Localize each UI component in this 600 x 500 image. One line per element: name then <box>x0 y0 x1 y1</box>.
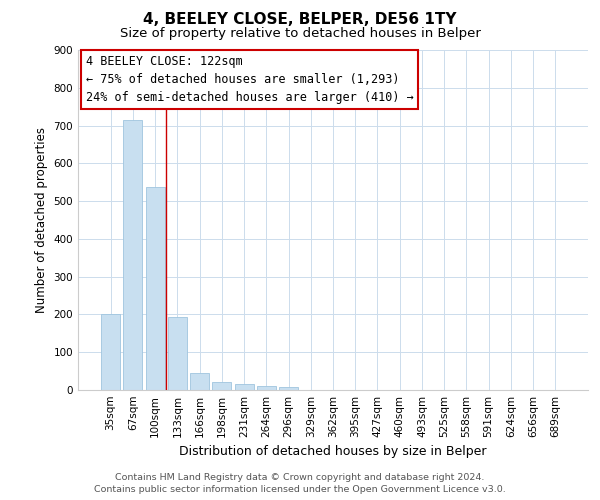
Text: Size of property relative to detached houses in Belper: Size of property relative to detached ho… <box>119 28 481 40</box>
Text: 4, BEELEY CLOSE, BELPER, DE56 1TY: 4, BEELEY CLOSE, BELPER, DE56 1TY <box>143 12 457 28</box>
Y-axis label: Number of detached properties: Number of detached properties <box>35 127 48 313</box>
Bar <box>146 187 164 390</box>
X-axis label: Distribution of detached houses by size in Belper: Distribution of detached houses by size … <box>179 446 487 458</box>
Text: 4 BEELEY CLOSE: 122sqm
← 75% of detached houses are smaller (1,293)
24% of semi-: 4 BEELEY CLOSE: 122sqm ← 75% of detached… <box>86 55 413 104</box>
Text: Contains HM Land Registry data © Crown copyright and database right 2024.
Contai: Contains HM Land Registry data © Crown c… <box>94 472 506 494</box>
Bar <box>101 314 120 390</box>
Bar <box>124 120 142 390</box>
Bar <box>168 316 187 390</box>
Bar <box>279 387 298 390</box>
Bar <box>235 384 254 390</box>
Bar <box>257 386 276 390</box>
Bar <box>190 372 209 390</box>
Bar <box>212 382 231 390</box>
